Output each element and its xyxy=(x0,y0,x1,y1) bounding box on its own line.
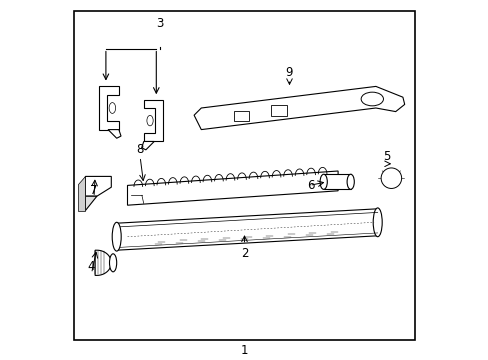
Polygon shape xyxy=(99,86,119,130)
Text: 4: 4 xyxy=(87,260,95,273)
Text: 9: 9 xyxy=(285,66,293,78)
Text: 5: 5 xyxy=(382,150,389,163)
Polygon shape xyxy=(323,174,350,189)
Polygon shape xyxy=(142,141,154,150)
Ellipse shape xyxy=(146,115,153,126)
Polygon shape xyxy=(127,171,337,205)
Ellipse shape xyxy=(372,208,382,237)
Text: 6: 6 xyxy=(307,179,314,192)
Polygon shape xyxy=(85,176,111,196)
Ellipse shape xyxy=(109,103,115,113)
Text: 1: 1 xyxy=(240,345,248,357)
Ellipse shape xyxy=(361,92,383,106)
Ellipse shape xyxy=(380,168,401,189)
Text: 2: 2 xyxy=(240,247,248,260)
Bar xyxy=(233,111,248,121)
Polygon shape xyxy=(117,209,377,250)
Text: 7: 7 xyxy=(90,184,98,197)
Ellipse shape xyxy=(109,254,117,272)
Polygon shape xyxy=(194,86,404,130)
Bar xyxy=(271,105,286,116)
Polygon shape xyxy=(108,130,121,138)
Ellipse shape xyxy=(320,174,326,189)
Text: 3: 3 xyxy=(156,17,163,30)
Ellipse shape xyxy=(346,174,354,189)
Polygon shape xyxy=(143,100,162,141)
Polygon shape xyxy=(78,176,85,211)
Polygon shape xyxy=(85,196,97,211)
Text: 8: 8 xyxy=(136,143,143,156)
Polygon shape xyxy=(95,250,111,275)
Ellipse shape xyxy=(112,222,121,251)
